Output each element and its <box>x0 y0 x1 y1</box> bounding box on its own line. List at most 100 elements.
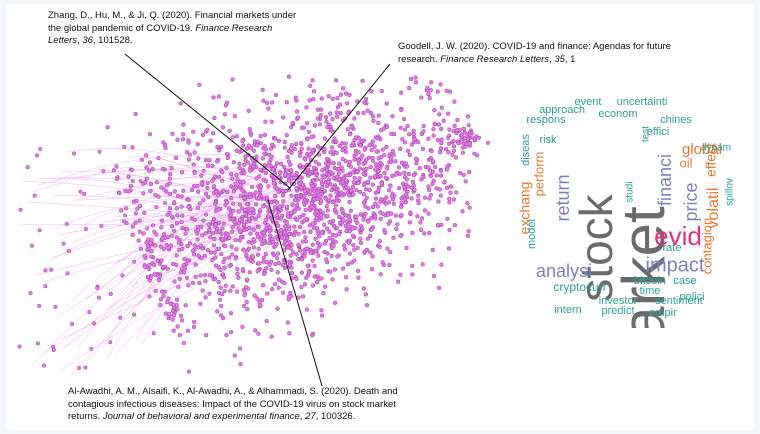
network-node <box>244 201 249 207</box>
network-node <box>247 191 253 196</box>
network-node <box>371 118 376 124</box>
network-node <box>344 287 349 292</box>
network-node <box>337 161 342 166</box>
network-node <box>333 78 339 83</box>
network-node <box>379 155 384 160</box>
network-node <box>186 197 192 203</box>
network-node <box>122 144 127 150</box>
network-node <box>213 208 219 213</box>
network-node <box>258 133 263 139</box>
network-node <box>313 169 318 175</box>
network-node <box>296 242 301 248</box>
network-node <box>180 266 185 271</box>
network-node <box>370 254 375 259</box>
network-node <box>347 159 353 165</box>
network-node <box>377 244 382 250</box>
network-node <box>200 288 205 293</box>
network-edge <box>110 198 291 308</box>
network-node <box>428 173 434 179</box>
network-node <box>117 190 122 196</box>
network-node <box>378 173 383 179</box>
network-node <box>425 85 430 91</box>
network-node <box>322 241 328 246</box>
network-node <box>314 209 319 214</box>
network-node <box>327 219 332 225</box>
word-cloud-term: uncertainti <box>617 96 668 108</box>
network-node <box>429 148 434 154</box>
network-node <box>143 180 148 185</box>
network-node <box>345 185 350 190</box>
network-node <box>334 210 339 215</box>
network-node <box>280 193 286 198</box>
network-node <box>248 168 253 173</box>
network-node <box>380 260 385 265</box>
network-node <box>237 346 243 351</box>
network-node <box>138 246 144 251</box>
network-node <box>299 146 304 151</box>
network-node <box>310 78 315 83</box>
network-node <box>310 97 316 102</box>
network-node <box>174 206 180 211</box>
network-node <box>265 214 271 219</box>
network-node <box>51 344 56 349</box>
network-node <box>192 319 197 325</box>
network-node <box>378 160 383 166</box>
network-node <box>294 252 299 257</box>
network-nodes <box>17 74 490 374</box>
word-cloud-term: empir <box>649 307 677 319</box>
network-node <box>355 268 361 274</box>
network-node <box>231 201 236 206</box>
citation-alawadhi-journal: Journal of behavioral and experimental f… <box>102 411 300 422</box>
network-node <box>178 270 183 275</box>
network-node <box>457 127 462 133</box>
network-node <box>433 164 438 170</box>
network-node <box>181 340 187 346</box>
network-edge <box>107 163 247 359</box>
network-node <box>311 89 317 94</box>
network-node <box>180 213 185 218</box>
network-node <box>402 170 407 176</box>
network-node <box>235 266 240 272</box>
network-node <box>398 272 403 277</box>
network-node <box>185 243 190 249</box>
network-node <box>319 191 324 197</box>
citation-goodell-volume: 35 <box>554 53 565 65</box>
network-node <box>198 301 203 307</box>
network-node <box>171 228 177 234</box>
network-node <box>175 193 181 199</box>
network-node <box>270 286 275 292</box>
network-node <box>217 148 222 153</box>
network-node <box>332 267 338 272</box>
network-node <box>430 159 436 164</box>
network-node <box>282 230 287 235</box>
network-node <box>274 161 280 166</box>
network-node <box>319 276 324 281</box>
network-node <box>284 100 289 105</box>
network-node <box>274 241 279 247</box>
network-node <box>237 165 242 171</box>
network-node <box>358 143 363 148</box>
network-node <box>259 242 265 247</box>
network-node <box>372 174 378 179</box>
network-node <box>383 175 388 180</box>
network-node <box>263 170 269 176</box>
network-node <box>129 167 135 173</box>
network-node <box>363 96 369 102</box>
network-node <box>334 225 339 231</box>
network-node <box>368 164 373 170</box>
pointer-line-alawadhi <box>267 199 323 387</box>
network-node <box>256 213 261 218</box>
citation-goodell-text: research. <box>398 53 441 65</box>
network-node <box>379 180 384 186</box>
network-node <box>288 290 293 296</box>
network-node <box>169 214 175 219</box>
network-node <box>355 169 360 175</box>
network-node <box>452 123 457 129</box>
citation-zhang-text: the global pandemic of COVID-19. <box>48 22 196 34</box>
network-node <box>224 165 229 171</box>
network-node <box>246 108 251 113</box>
network-node <box>228 311 234 316</box>
network-node <box>130 232 135 238</box>
network-node <box>198 273 203 278</box>
network-node <box>166 245 171 250</box>
